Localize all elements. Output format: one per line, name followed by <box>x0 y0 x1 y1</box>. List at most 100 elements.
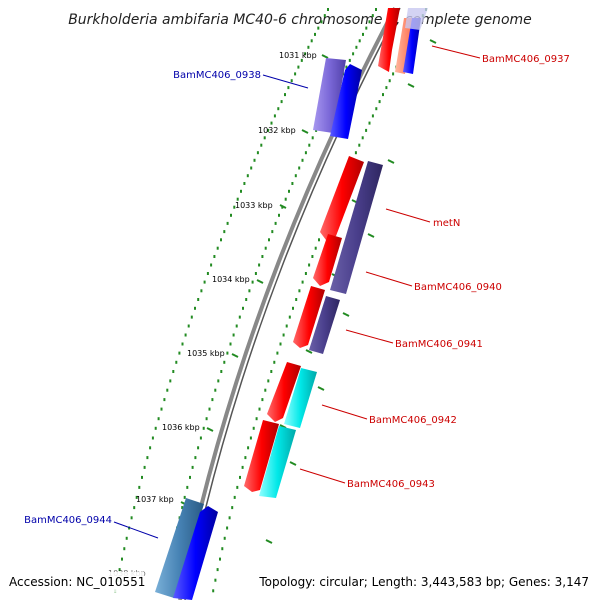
guide-dot <box>254 272 257 275</box>
gene-label[interactable]: BamMC406_0937 <box>482 54 570 65</box>
guide-dot <box>249 436 252 440</box>
minor-tick <box>289 461 297 466</box>
guide-dot <box>307 45 310 49</box>
guide-dot <box>311 136 314 140</box>
tick-label: 1037 kbp <box>136 495 174 504</box>
guide-dot <box>295 298 298 301</box>
leader-line <box>345 329 394 344</box>
guide-dot <box>200 289 203 293</box>
guide-dot <box>273 360 276 364</box>
tick-label: 1033 kbp <box>235 201 273 210</box>
footer-bg-left <box>4 572 144 592</box>
guide-dot <box>378 100 381 104</box>
guide-dot <box>345 65 348 69</box>
gene-label[interactable]: BamMC406_0942 <box>369 415 457 426</box>
guide-dot <box>130 516 133 520</box>
guide-dot <box>151 436 154 440</box>
gene-arrow <box>173 506 218 600</box>
guide-dot <box>141 475 143 479</box>
gene-label[interactable]: BamMC406_0944 <box>24 515 112 526</box>
guide-dot <box>246 174 249 178</box>
guide-dot <box>327 8 329 11</box>
guide-dot <box>371 14 374 18</box>
tick-marks <box>180 39 437 544</box>
gene-arrow <box>405 8 428 30</box>
guide-dot <box>375 8 377 11</box>
guide-dot <box>178 351 181 355</box>
gene-label[interactable]: BamMC406_0943 <box>347 479 435 490</box>
tick-label: 1032 kbp <box>258 126 296 135</box>
guide-dot <box>277 107 280 111</box>
guide-dot <box>214 388 217 392</box>
minor-tick <box>317 386 325 391</box>
leader-line <box>365 271 413 287</box>
guide-dot <box>184 333 187 337</box>
guide-dot <box>260 143 263 147</box>
guide-dot <box>287 86 290 90</box>
major-tick <box>256 279 264 284</box>
guide-dot <box>288 315 291 319</box>
gene-label[interactable]: metN <box>433 218 460 229</box>
tick-label: 1035 kbp <box>187 349 225 358</box>
gene-label[interactable]: BamMC406_0940 <box>414 282 502 293</box>
guide-dot <box>297 65 300 69</box>
gene-arrow <box>395 18 412 74</box>
guide-dot <box>304 272 307 275</box>
leader-line <box>431 45 481 59</box>
guide-dot <box>146 456 149 460</box>
guide-dot <box>236 485 239 489</box>
guide-dot <box>240 189 242 193</box>
guide-dot <box>264 246 267 250</box>
guide-dot <box>238 315 241 319</box>
guide-dot <box>276 351 279 355</box>
guide-dot <box>285 324 288 328</box>
guide-dot <box>310 39 313 43</box>
guide-dot <box>223 536 226 540</box>
guide-dot <box>251 280 254 284</box>
major-tick <box>231 353 239 358</box>
guide-dot <box>243 182 246 185</box>
guide-dot <box>267 379 270 383</box>
guide-dot <box>270 370 273 373</box>
guide-dot <box>213 255 216 258</box>
guide-dot <box>229 342 232 346</box>
guide-dot <box>211 398 214 402</box>
guide-dot <box>143 465 146 469</box>
guide-dot <box>385 86 388 90</box>
guide-dot <box>358 143 361 147</box>
minor-tick <box>407 83 415 88</box>
guide-dot <box>203 280 206 284</box>
guide-dot <box>304 52 307 56</box>
guide-dot <box>191 465 194 469</box>
accession-text: Accession: NC_010551 <box>9 575 145 589</box>
guide-dot <box>149 446 152 450</box>
guide-dot <box>206 272 209 275</box>
map-title: Burkholderia ambifaria MC40-6 chromosome… <box>68 12 532 28</box>
minor-tick <box>367 233 375 238</box>
guide-dot <box>382 93 384 97</box>
guide-dot <box>375 107 378 111</box>
guide-dot <box>219 557 221 561</box>
gene-arrow <box>403 18 421 74</box>
guide-dot <box>210 263 213 267</box>
guide-dot <box>172 370 175 373</box>
gene-arrow <box>313 58 346 133</box>
guide-dot <box>255 417 258 421</box>
guide-dot <box>298 166 301 170</box>
guide-dot <box>267 128 270 132</box>
backbone-dark <box>184 7 401 600</box>
gene-labels: BamMC406_0937 BamMC406_0938 metN BamMC40… <box>24 54 570 526</box>
guide-dot <box>230 213 232 217</box>
guide-dot <box>221 547 224 551</box>
guide-dot <box>261 398 264 402</box>
guide-dot <box>256 151 259 155</box>
guide-dot <box>216 246 219 250</box>
guide-dot <box>121 557 123 561</box>
gene-arrow <box>267 362 301 422</box>
backbone <box>178 7 397 600</box>
leader-line <box>299 468 346 484</box>
gene-label[interactable]: BamMC406_0938 <box>173 70 261 81</box>
guide-dot <box>205 417 208 421</box>
gene-label[interactable]: BamMC406_0941 <box>395 339 483 350</box>
guide-dot <box>274 221 277 225</box>
